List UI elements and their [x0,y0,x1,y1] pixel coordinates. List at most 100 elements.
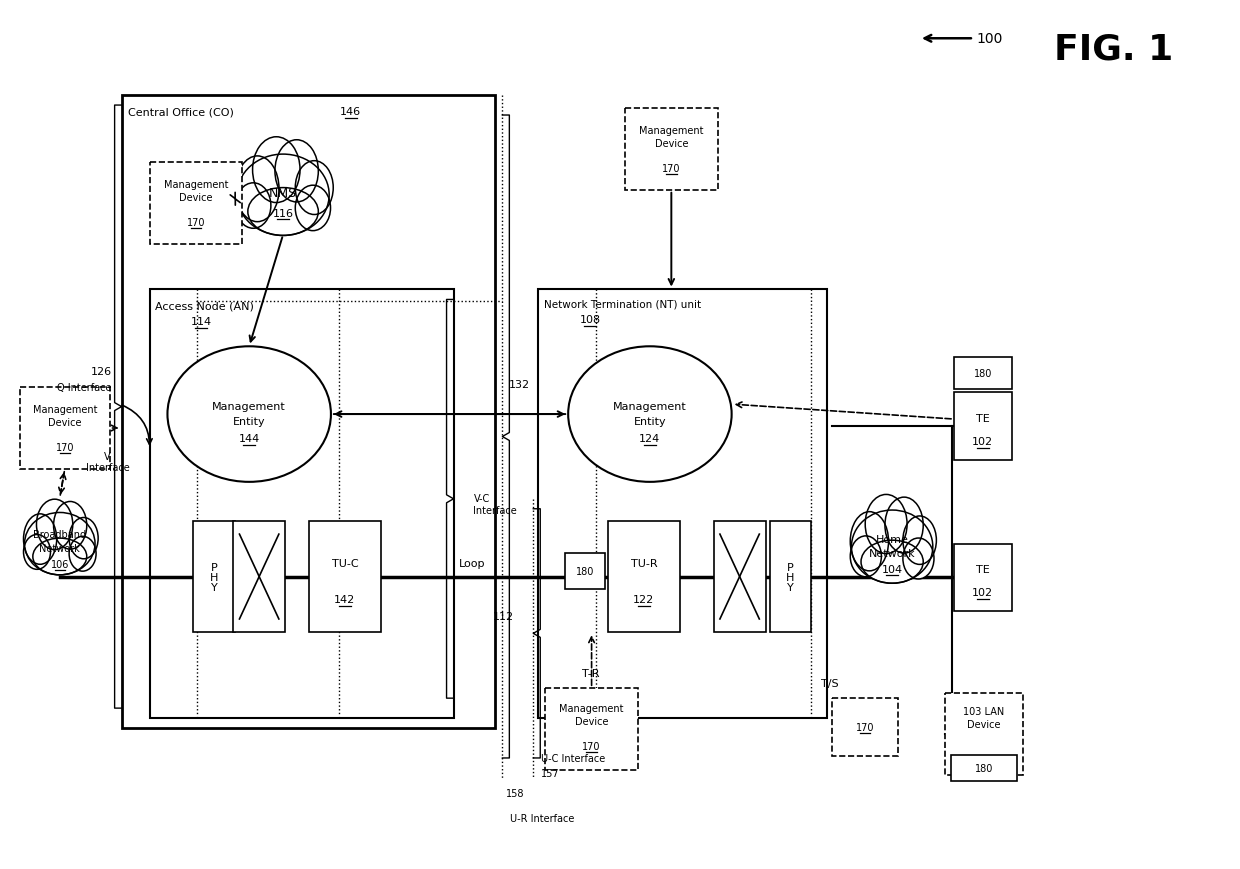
Text: 180: 180 [975,763,993,773]
Text: T/S: T/S [821,679,838,688]
Ellipse shape [69,518,98,559]
Text: Network Termination (NT) unit: Network Termination (NT) unit [544,299,702,309]
Text: 102: 102 [972,587,993,598]
Text: Home: Home [875,534,909,544]
Ellipse shape [253,137,300,203]
Text: 142: 142 [335,594,356,604]
Text: Broadband: Broadband [33,529,87,539]
Text: Device: Device [967,720,1001,729]
Ellipse shape [53,502,87,549]
Text: 180: 180 [973,368,992,379]
FancyBboxPatch shape [150,290,454,719]
Text: Management: Management [212,401,286,412]
Text: 132: 132 [508,380,529,389]
FancyBboxPatch shape [954,393,1012,461]
Text: 157: 157 [541,768,560,778]
Text: 146: 146 [340,107,361,117]
Text: Device: Device [655,139,688,149]
Text: 170: 170 [583,741,601,751]
Text: 170: 170 [186,217,205,228]
Text: 124: 124 [640,434,661,443]
Text: T-R: T-R [583,668,600,679]
Text: Central Office (CO): Central Office (CO) [128,107,233,117]
Ellipse shape [24,534,51,570]
Ellipse shape [236,183,270,229]
Ellipse shape [866,494,908,554]
FancyBboxPatch shape [565,553,605,589]
Text: TU-R: TU-R [631,559,657,568]
FancyBboxPatch shape [832,699,898,756]
Text: Loop: Loop [459,558,486,568]
Ellipse shape [167,347,331,482]
Text: 170: 170 [56,442,74,453]
FancyBboxPatch shape [770,521,811,633]
Text: 114: 114 [191,317,212,327]
FancyArrowPatch shape [123,406,153,445]
Text: 122: 122 [634,594,655,604]
Text: 158: 158 [506,788,525,798]
Text: 103 LAN: 103 LAN [963,706,1004,716]
Text: Management: Management [639,126,703,136]
Ellipse shape [861,541,924,584]
FancyBboxPatch shape [233,521,285,633]
Text: 180: 180 [575,566,594,576]
Text: TU-C: TU-C [331,559,358,568]
Text: Y: Y [211,582,218,592]
Text: Network: Network [40,543,81,553]
Ellipse shape [568,347,732,482]
Text: Y: Y [787,582,794,592]
FancyBboxPatch shape [538,290,827,719]
Text: 116: 116 [273,209,294,218]
Text: 112: 112 [492,612,513,621]
Text: FIG. 1: FIG. 1 [1054,32,1173,66]
Text: Q Interface: Q Interface [57,382,112,393]
Text: 106: 106 [51,559,69,569]
FancyBboxPatch shape [309,521,381,633]
Ellipse shape [903,516,936,565]
Ellipse shape [36,500,73,550]
Text: Access Node (AN): Access Node (AN) [155,301,254,311]
Ellipse shape [69,537,95,572]
Ellipse shape [32,539,87,575]
FancyBboxPatch shape [714,521,765,633]
Text: 170: 170 [856,722,874,733]
Text: Entity: Entity [233,416,265,427]
Text: Management: Management [559,703,624,713]
Text: 108: 108 [579,315,600,325]
Text: Management: Management [164,180,228,189]
FancyBboxPatch shape [951,755,1017,781]
Text: P: P [787,562,794,572]
FancyBboxPatch shape [546,688,637,770]
Text: TE: TE [976,565,990,574]
Text: Management: Management [32,405,97,415]
Text: P: P [211,562,218,572]
Text: 102: 102 [972,436,993,447]
Text: 170: 170 [662,163,681,174]
Ellipse shape [852,510,932,584]
Text: V-C
Interface: V-C Interface [474,494,517,515]
Text: U-C Interface: U-C Interface [541,753,605,763]
Text: TE: TE [976,414,990,423]
Text: Entity: Entity [634,416,666,427]
Text: NMS: NMS [269,187,298,200]
Text: H: H [786,572,795,582]
FancyBboxPatch shape [150,163,242,244]
Ellipse shape [885,498,924,554]
Ellipse shape [237,155,329,236]
Ellipse shape [248,189,319,236]
Ellipse shape [25,513,95,575]
Ellipse shape [851,536,882,577]
Text: Network: Network [869,548,915,558]
Text: 126: 126 [91,367,112,377]
FancyBboxPatch shape [20,388,109,469]
Text: 104: 104 [882,564,903,574]
Ellipse shape [295,162,334,216]
Text: H: H [210,572,218,582]
Text: 144: 144 [238,434,260,443]
FancyBboxPatch shape [945,693,1023,775]
Text: Management: Management [613,401,687,412]
Text: Device: Device [179,193,212,202]
Ellipse shape [275,141,319,202]
FancyBboxPatch shape [954,544,1012,612]
Ellipse shape [236,156,279,222]
